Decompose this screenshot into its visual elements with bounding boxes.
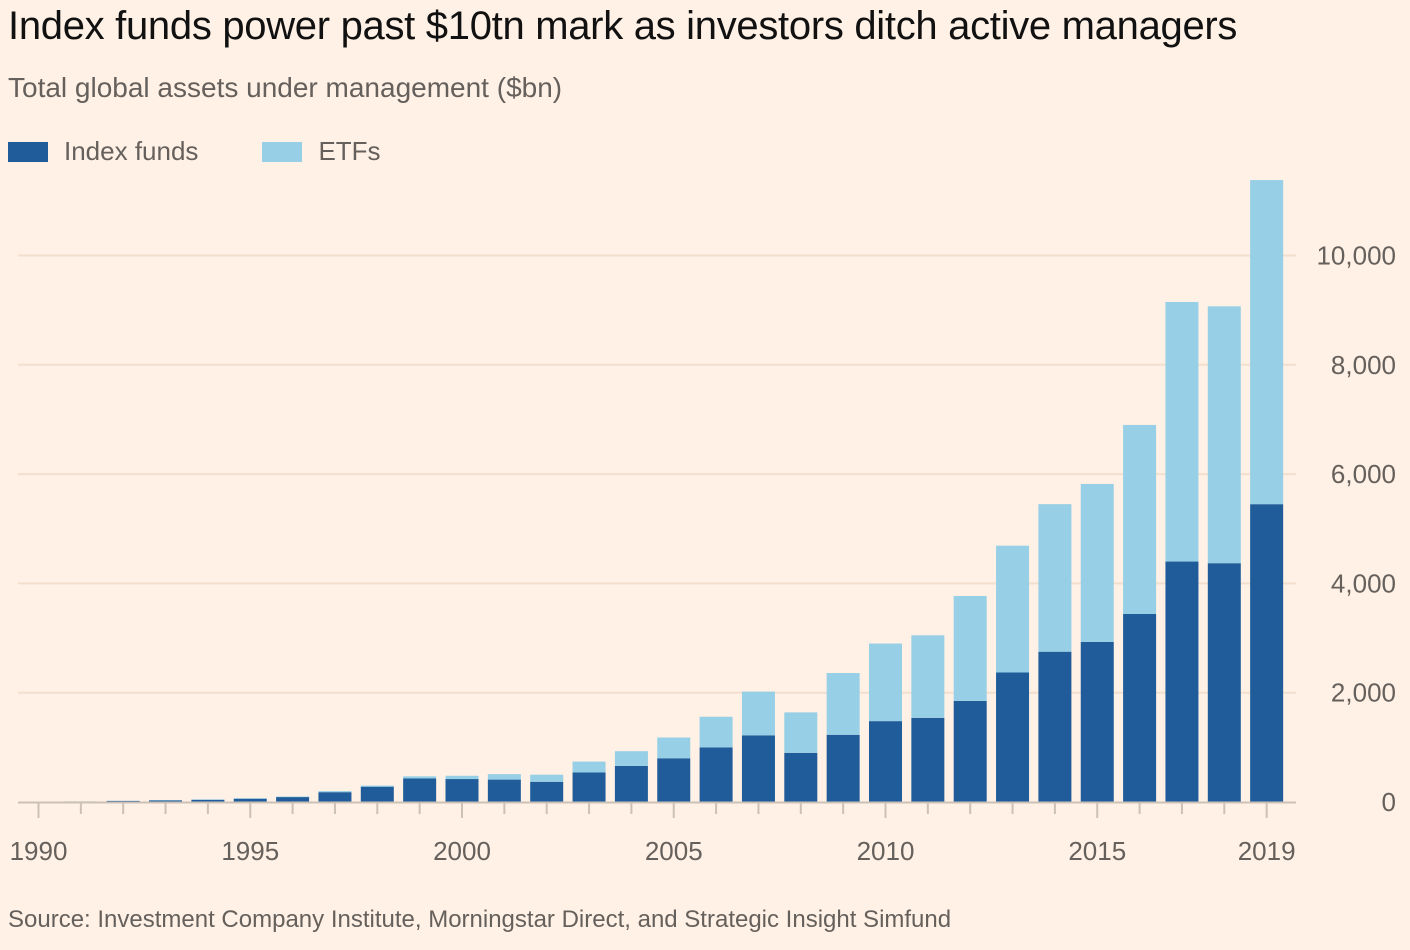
- x-tick-label-2000: 2000: [433, 836, 491, 866]
- bar-index-funds-2016: [1123, 614, 1157, 802]
- bar-index-funds-2012: [953, 700, 987, 802]
- bar-etfs-2012: [953, 595, 987, 701]
- bar-index-funds-2017: [1165, 561, 1199, 802]
- bar-index-funds-2010: [869, 721, 902, 802]
- y-tick-label-0: 0: [1382, 787, 1396, 817]
- bar-index-funds-2018: [1207, 563, 1241, 802]
- y-tick-label-6000: 6,000: [1331, 459, 1396, 489]
- bar-index-funds-2004: [614, 765, 648, 802]
- bar-etfs-2006: [699, 716, 733, 748]
- bar-index-funds-1997: [318, 792, 352, 802]
- bar-etfs-2016: [1123, 424, 1157, 615]
- bar-etfs-2013: [996, 545, 1030, 673]
- bar-etfs-1995: [233, 798, 267, 799]
- bar-etfs-2000: [445, 775, 479, 780]
- bar-index-funds-2001: [487, 779, 521, 802]
- x-tick-label-1990: 1990: [10, 836, 68, 866]
- bar-index-funds-1993: [149, 800, 183, 802]
- bar-index-funds-1999: [403, 778, 437, 802]
- bar-etfs-2011: [911, 635, 945, 718]
- bar-etfs-2010: [869, 643, 902, 722]
- bar-etfs-1994: [191, 799, 225, 800]
- bar-etfs-2008: [784, 712, 818, 753]
- bar-etfs-2004: [614, 751, 648, 766]
- bar-index-funds-2008: [784, 752, 818, 802]
- bar-index-funds-1994: [191, 799, 225, 802]
- legend-label-etfs: ETFs: [318, 136, 381, 166]
- bar-index-funds-1996: [276, 797, 310, 802]
- y-tick-label-4000: 4,000: [1331, 568, 1396, 598]
- bar-index-funds-2002: [530, 781, 564, 802]
- bar-index-funds-2013: [996, 672, 1030, 802]
- bar-index-funds-2014: [1038, 651, 1072, 802]
- bar-index-funds-1992: [106, 800, 140, 802]
- x-tick-label-2010: 2010: [857, 836, 915, 866]
- bar-etfs-2015: [1080, 483, 1114, 642]
- bar-index-funds-2015: [1080, 641, 1114, 802]
- bar-etfs-1998: [360, 785, 394, 787]
- source-note: Source: Investment Company Institute, Mo…: [8, 906, 952, 933]
- bar-index-funds-2009: [826, 734, 860, 802]
- bar-etfs-2002: [530, 774, 564, 782]
- bar-etfs-2001: [487, 774, 521, 780]
- bar-etfs-2018: [1207, 306, 1241, 564]
- bar-etfs-2009: [826, 673, 860, 735]
- bar-etfs-1997: [318, 791, 352, 793]
- y-tick-label-2000: 2,000: [1331, 678, 1396, 708]
- legend-item-etfs: ETFs: [262, 136, 381, 167]
- bar-index-funds-2007: [741, 735, 775, 802]
- legend-item-index-funds: Index funds: [8, 136, 198, 167]
- chart-title: Index funds power past $10tn mark as inv…: [8, 4, 1238, 48]
- bar-index-funds-2000: [445, 779, 479, 802]
- bar-etfs-2019: [1250, 180, 1284, 505]
- bar-etfs-2014: [1038, 504, 1072, 652]
- bar-index-funds-2011: [911, 717, 945, 802]
- bar-index-funds-1995: [233, 798, 267, 802]
- legend-label-index-funds: Index funds: [64, 136, 199, 166]
- bar-etfs-2003: [572, 761, 606, 773]
- legend: Index funds ETFs: [8, 136, 445, 167]
- bar-etfs-2005: [657, 737, 691, 759]
- bar-etfs-2007: [741, 691, 775, 736]
- bar-index-funds-2003: [572, 772, 606, 802]
- y-tick-label-8000: 8,000: [1331, 350, 1396, 380]
- x-tick-label-2015: 2015: [1068, 836, 1126, 866]
- legend-swatch-etfs: [262, 141, 303, 162]
- bar-etfs-1996: [276, 796, 310, 798]
- x-tick-label-2019: 2019: [1238, 836, 1296, 866]
- y-tick-label-10000: 10,000: [1316, 241, 1396, 271]
- bar-etfs-2017: [1165, 301, 1199, 562]
- bar-index-funds-1998: [360, 786, 394, 802]
- x-tick-label-2005: 2005: [645, 836, 703, 866]
- bar-index-funds-2006: [699, 747, 733, 802]
- legend-swatch-index-funds: [8, 141, 48, 162]
- bar-etfs-1999: [403, 776, 437, 779]
- bar-index-funds-2019: [1250, 504, 1284, 802]
- x-tick-label-1995: 1995: [221, 836, 279, 866]
- chart-subtitle: Total global assets under management ($b…: [8, 72, 563, 103]
- bar-index-funds-2005: [657, 758, 691, 802]
